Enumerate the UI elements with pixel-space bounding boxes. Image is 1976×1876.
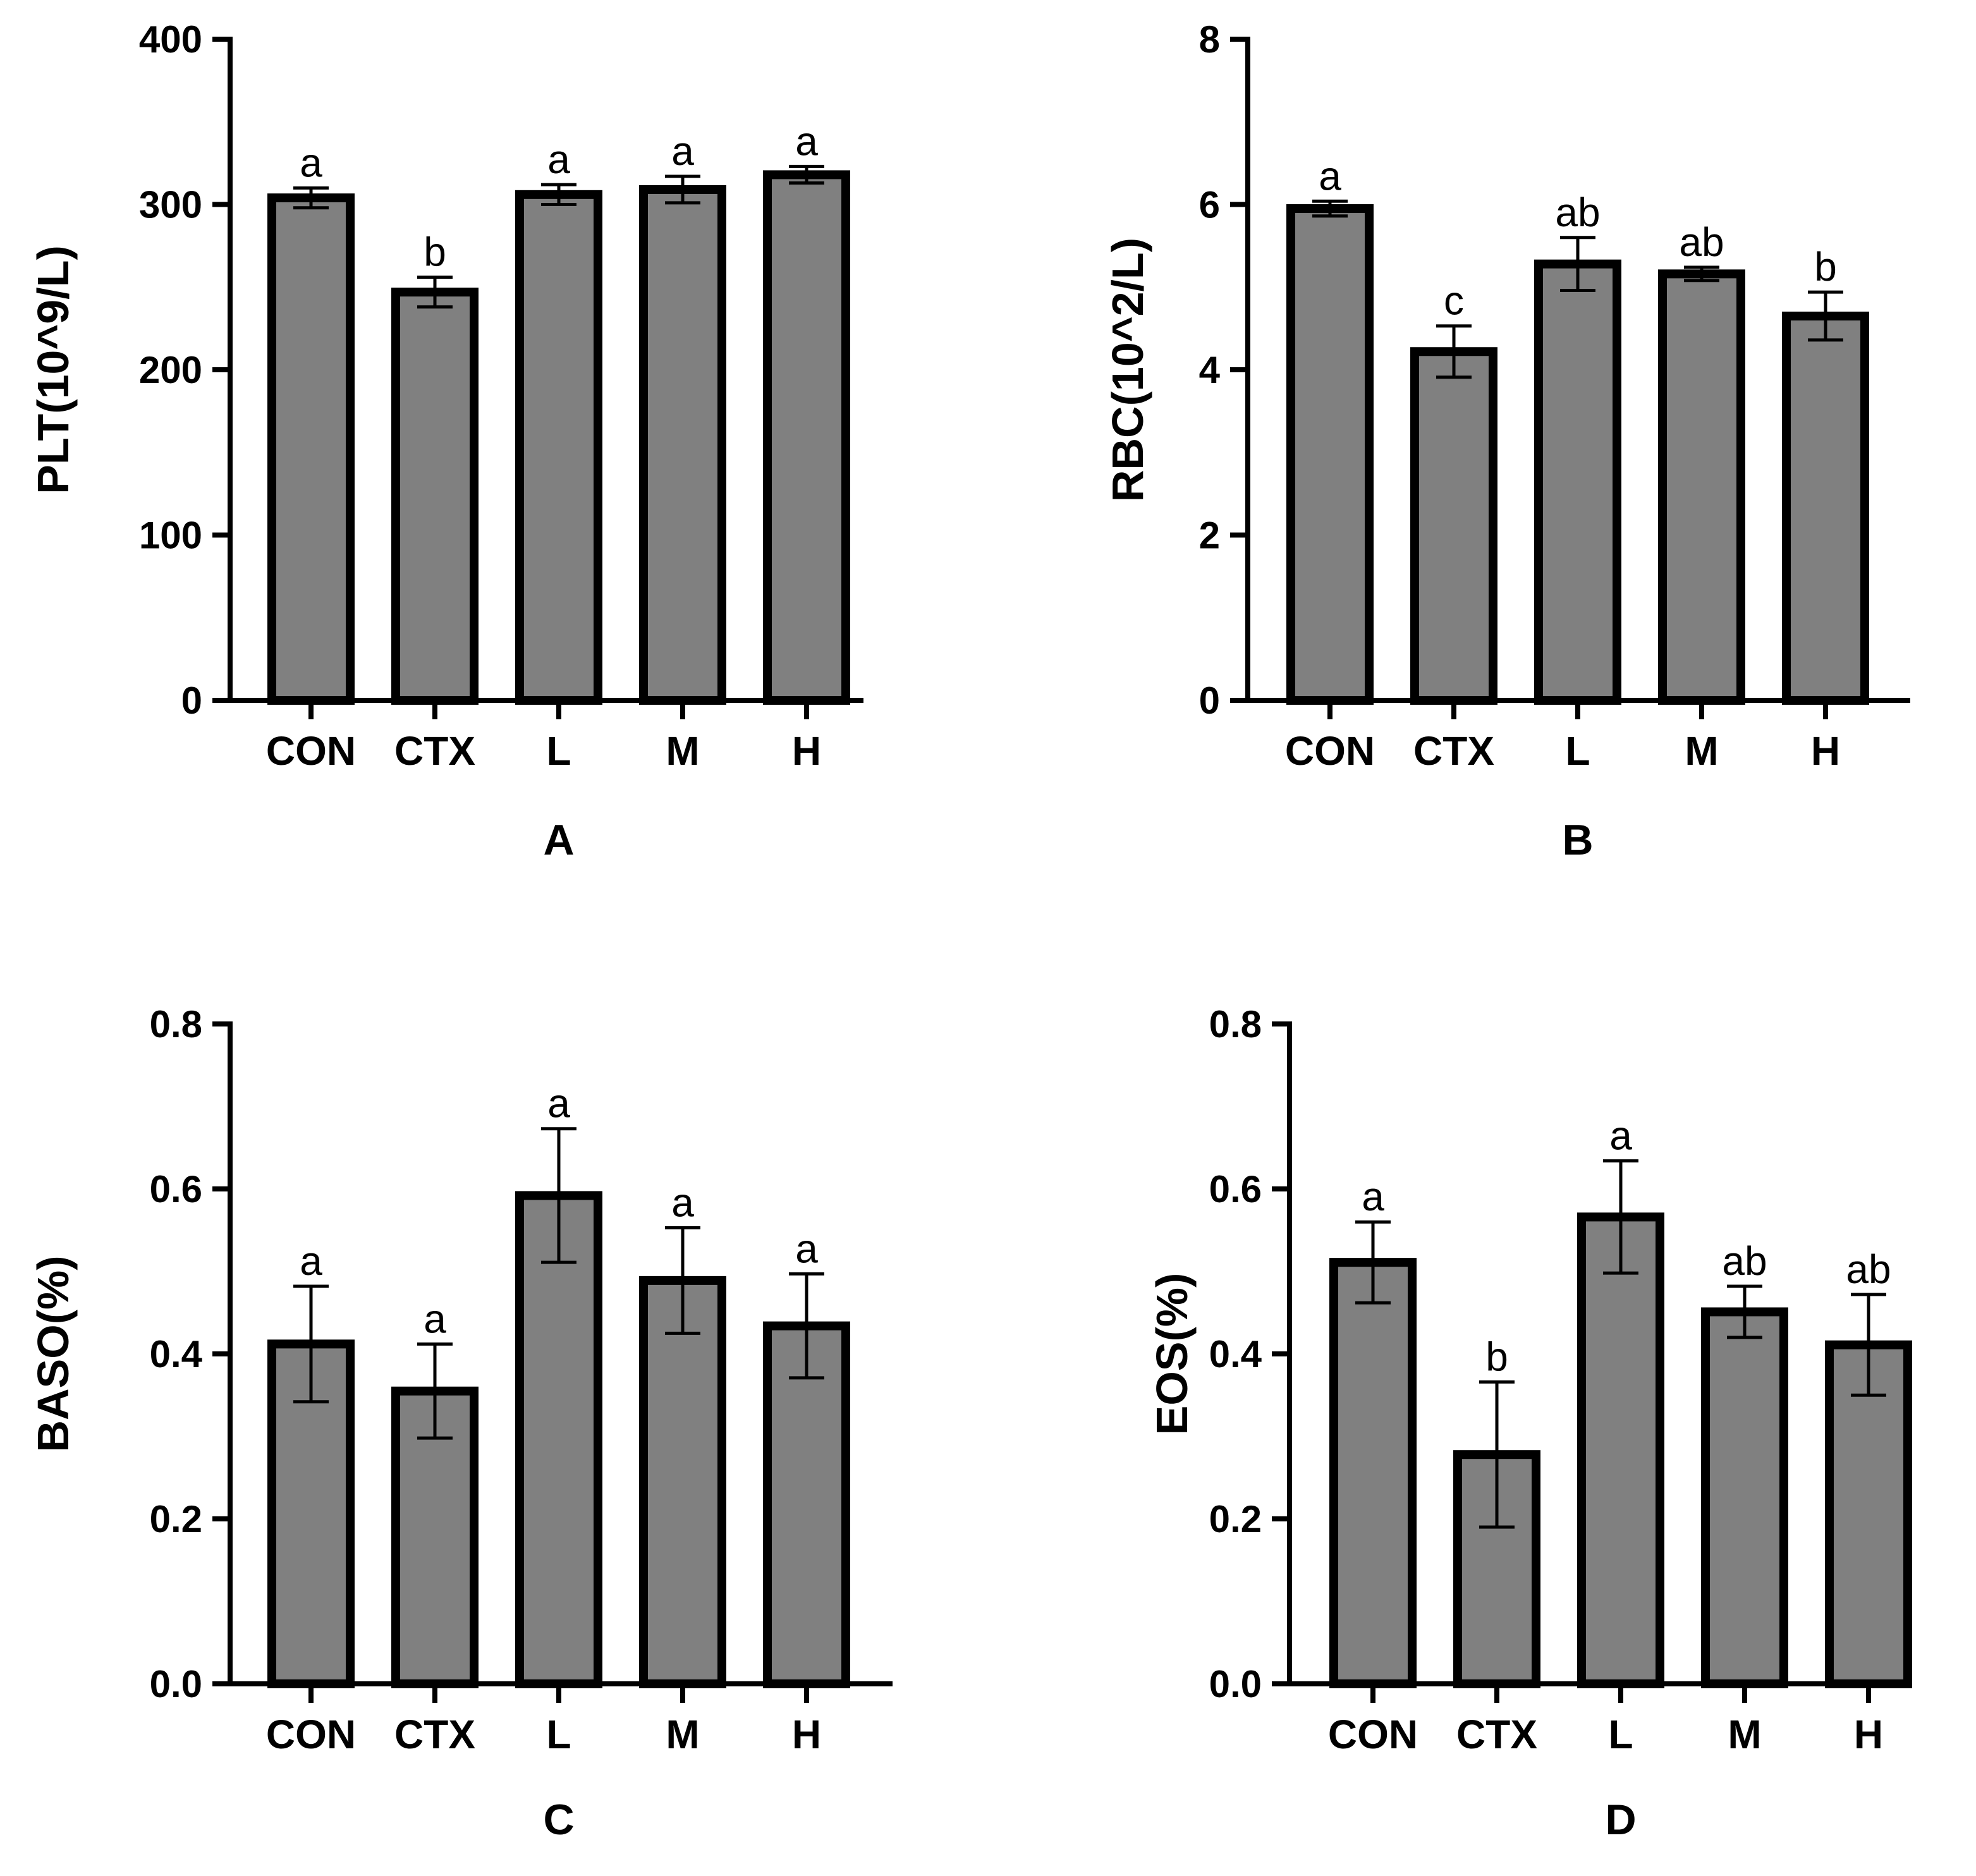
- significance-label: a: [795, 1226, 818, 1271]
- bar: [391, 288, 479, 705]
- significance-label: a: [671, 1179, 694, 1225]
- significance-label: ab: [1722, 1238, 1767, 1284]
- significance-label: b: [1814, 244, 1837, 289]
- y-tick-label: 0.8: [150, 1003, 202, 1045]
- significance-label: a: [300, 1238, 322, 1284]
- significance-label: b: [1485, 1334, 1508, 1379]
- y-tick-label: 300: [139, 184, 202, 226]
- panel-a: 0 100 200 300 400 PLT(10^9/L) CON a CTX b La Ma Ha A: [28, 18, 863, 864]
- category-label: CTX: [394, 728, 475, 774]
- bar: [1782, 312, 1869, 705]
- y-axis-title: PLT(10^9/L): [28, 245, 78, 494]
- significance-label: ab: [1555, 190, 1600, 235]
- significance-label: a: [1362, 1174, 1384, 1219]
- significance-label: a: [424, 1296, 446, 1341]
- panel-label: C: [543, 1796, 574, 1844]
- significance-label: a: [1609, 1113, 1632, 1159]
- panel-c: 0.0 0.2 0.4 0.6 0.8 BASO(%) CON a CTX a La Ma Ha C: [28, 1003, 893, 1844]
- significance-label: a: [1319, 153, 1341, 198]
- category-label: CON: [266, 1712, 356, 1757]
- bar: [763, 1321, 850, 1688]
- significance-label: a: [795, 118, 818, 164]
- significance-label: ab: [1846, 1246, 1891, 1292]
- y-tick-label: 0: [1199, 679, 1220, 722]
- y-tick-label: 400: [139, 18, 202, 61]
- category-label: CTX: [1413, 728, 1494, 774]
- category-label: CON: [1328, 1712, 1418, 1757]
- y-tick-label: 200: [139, 349, 202, 391]
- bar: [1658, 269, 1745, 705]
- category-label: H: [792, 1712, 821, 1757]
- category-label: L: [1608, 1712, 1633, 1757]
- significance-label: ab: [1679, 219, 1724, 265]
- y-axis-title: BASO(%): [28, 1255, 78, 1452]
- category-label: CTX: [394, 1712, 475, 1757]
- y-tick-label: 0.6: [1209, 1168, 1262, 1210]
- y-axis-title: RBC(10^2/L): [1103, 238, 1152, 502]
- y-tick-label: 0.0: [150, 1663, 202, 1705]
- panel-label: A: [543, 816, 574, 864]
- y-tick-label: 4: [1199, 349, 1221, 391]
- bar: [1329, 1258, 1417, 1688]
- y-tick-label: 0.2: [1209, 1498, 1262, 1540]
- panel-label: B: [1562, 816, 1593, 864]
- significance-label: a: [547, 1081, 570, 1126]
- significance-label: a: [671, 128, 694, 174]
- category-label: L: [1565, 728, 1590, 774]
- bar: [515, 190, 602, 705]
- category-label: H: [1854, 1712, 1883, 1757]
- significance-label: c: [1444, 278, 1464, 324]
- significance-label: b: [424, 229, 446, 275]
- bar: [763, 170, 850, 705]
- category-label: CON: [266, 728, 356, 774]
- significance-label: a: [300, 140, 322, 185]
- bar: [1534, 259, 1621, 705]
- category-label: M: [1685, 728, 1718, 774]
- category-label: H: [1811, 728, 1840, 774]
- y-axis-title: EOS(%): [1147, 1273, 1197, 1435]
- y-tick-label: 0.8: [1209, 1003, 1262, 1045]
- significance-label: a: [547, 137, 570, 182]
- y-tick-label: 0.6: [150, 1168, 202, 1210]
- y-tick-label: 100: [139, 515, 202, 557]
- bar: [1577, 1212, 1664, 1688]
- y-tick-label: 0.4: [150, 1333, 203, 1375]
- category-label: M: [1728, 1712, 1761, 1757]
- bar: [639, 185, 726, 705]
- panel-label: D: [1605, 1796, 1636, 1844]
- category-label: L: [546, 1712, 571, 1757]
- y-tick-label: 0.0: [1209, 1663, 1262, 1705]
- bar: [515, 1191, 602, 1688]
- y-tick-label: 0.2: [150, 1498, 202, 1540]
- category-label: L: [546, 728, 571, 774]
- bar: [267, 193, 355, 705]
- category-label: CTX: [1456, 1712, 1537, 1757]
- bar: [1410, 347, 1497, 705]
- y-tick-label: 0: [181, 679, 202, 722]
- bar: [639, 1276, 726, 1688]
- y-tick-label: 0.4: [1209, 1333, 1262, 1375]
- panel-d: 0.0 0.2 0.4 0.6 0.8 EOS(%) CON a CTX b La Mab Hab D: [1147, 1003, 1912, 1844]
- bar: [1286, 204, 1374, 705]
- panel-b: 0 2 4 6 8 RBC(10^2/L) CON a CTX c Lab Mab Hb B: [1103, 18, 1910, 864]
- category-label: M: [666, 1712, 699, 1757]
- y-tick-label: 8: [1199, 18, 1220, 61]
- category-label: M: [666, 728, 699, 774]
- category-label: CON: [1285, 728, 1375, 774]
- y-tick-label: 2: [1199, 515, 1220, 557]
- bar: [1701, 1307, 1788, 1689]
- y-tick-label: 6: [1199, 184, 1220, 226]
- category-label: H: [792, 728, 821, 774]
